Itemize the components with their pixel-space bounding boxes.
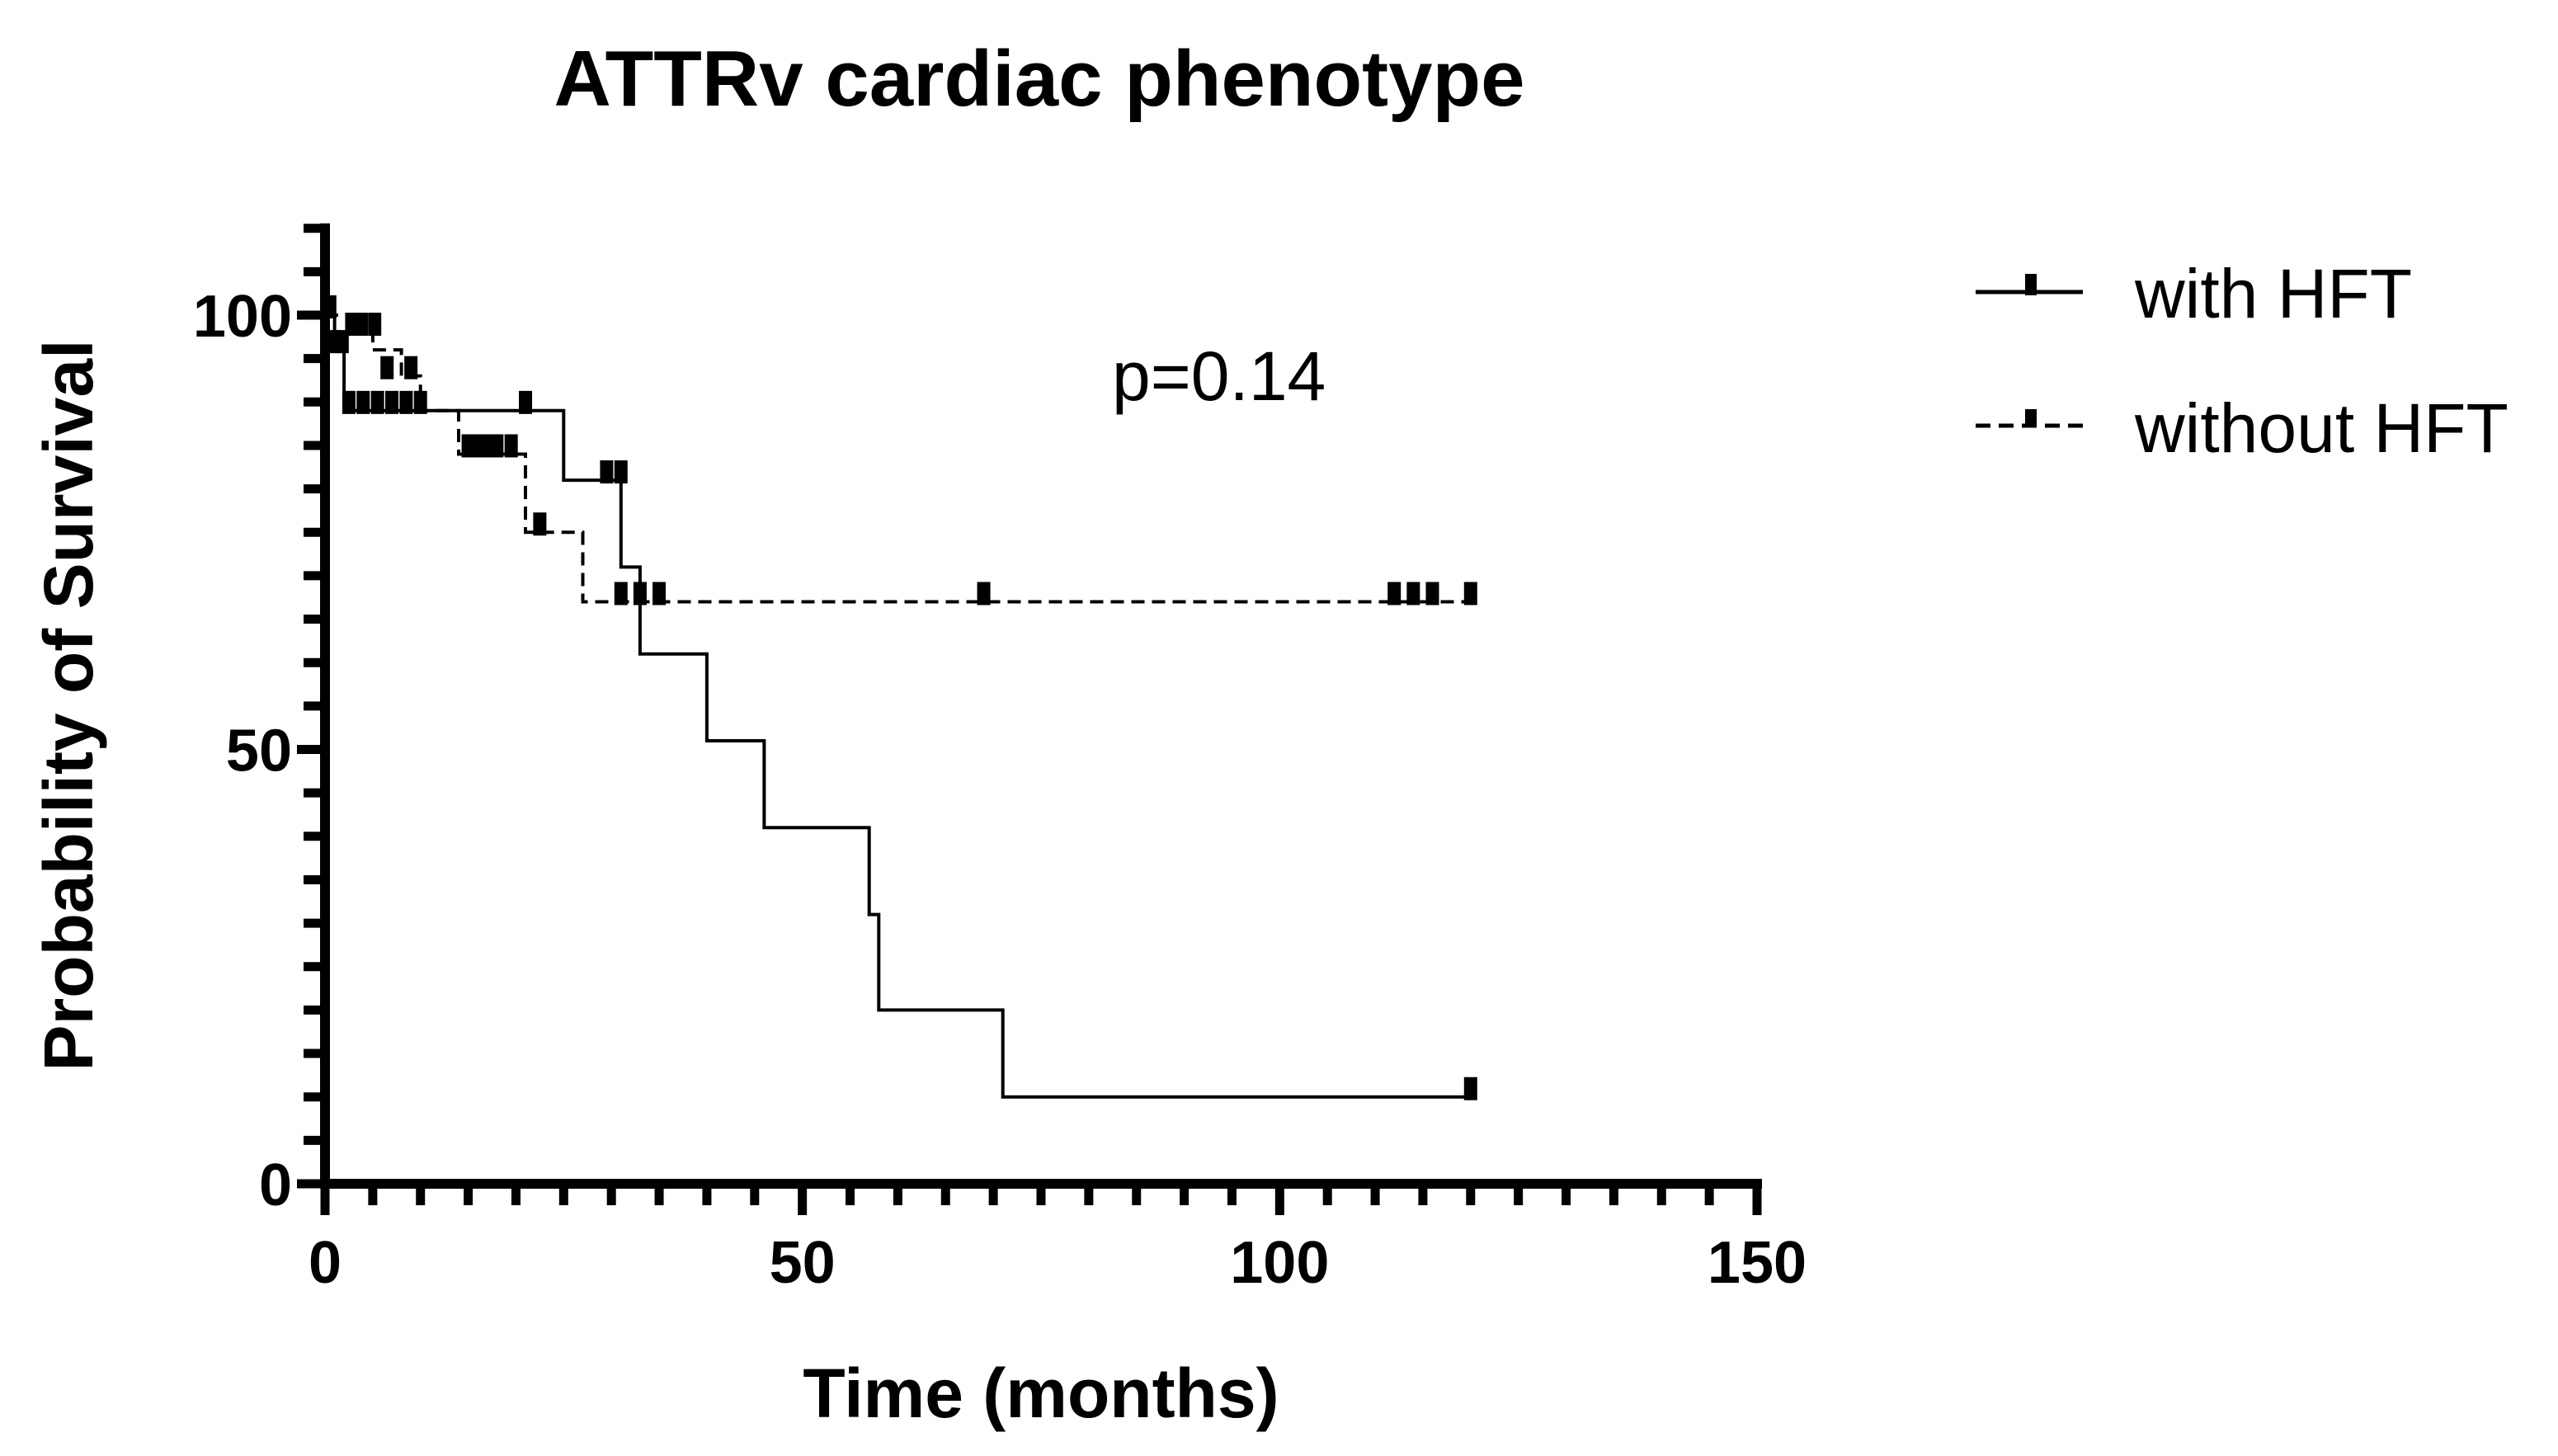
censor-mark: [413, 390, 427, 414]
series-with-hft: [323, 295, 1477, 1100]
censor-mark: [600, 460, 614, 484]
censor-mark: [1425, 582, 1439, 605]
x-axis-label: Time (months): [803, 1355, 1279, 1432]
survival-curve-line: [325, 313, 1471, 604]
censor-mark: [1463, 582, 1477, 605]
censor-mark: [614, 582, 628, 605]
censor-mark: [380, 356, 394, 379]
censor-mark: [354, 313, 368, 337]
legend: with HFT without HFT: [1976, 255, 2509, 467]
censor-mark: [404, 356, 418, 379]
legend-item-without-hft: without HFT: [1976, 389, 2509, 467]
legend-label-without-hft: without HFT: [2134, 389, 2509, 467]
series-layer: [323, 295, 1477, 1100]
series-without-hft: [325, 313, 1477, 605]
censor-mark: [368, 313, 382, 337]
censor-mark: [614, 460, 628, 484]
censor-mark: [1463, 1077, 1477, 1100]
legend-censor-mark: [2025, 409, 2037, 427]
censor-mark: [342, 390, 356, 414]
censor-mark: [490, 434, 504, 458]
censor-mark: [356, 390, 370, 414]
censor-mark: [533, 512, 547, 536]
x-tick-label: 100: [1230, 1230, 1329, 1296]
censor-mark: [323, 295, 337, 318]
censor-mark: [504, 434, 518, 458]
y-tick-label: 100: [193, 284, 292, 350]
survival-curve-line: [325, 313, 1471, 1099]
censor-mark: [633, 582, 647, 605]
chart-title: ATTRv cardiac phenotype: [554, 35, 1524, 123]
legend-censor-mark: [2025, 274, 2037, 295]
axes: 0 50 100 0 50 100 150: [193, 223, 1807, 1296]
y-axis-label: Probability of Survival: [30, 340, 107, 1072]
censor-mark: [385, 390, 399, 414]
y-tick-label: 0: [259, 1152, 292, 1218]
censor-mark: [335, 330, 349, 354]
x-tick-label: 50: [770, 1230, 836, 1296]
y-tick-label: 50: [226, 719, 292, 785]
legend-label-with-hft: with HFT: [2134, 255, 2412, 332]
censor-mark: [1387, 582, 1401, 605]
censor-mark: [977, 582, 991, 605]
p-value-annotation: p=0.14: [1112, 337, 1326, 415]
censor-mark: [652, 582, 667, 605]
legend-item-with-hft: with HFT: [1976, 255, 2412, 332]
x-tick-label: 0: [309, 1230, 342, 1296]
censor-mark: [519, 390, 533, 414]
x-tick-label: 150: [1708, 1230, 1807, 1296]
censor-mark: [399, 390, 413, 414]
censor-mark: [370, 390, 384, 414]
censor-mark: [1406, 582, 1420, 605]
